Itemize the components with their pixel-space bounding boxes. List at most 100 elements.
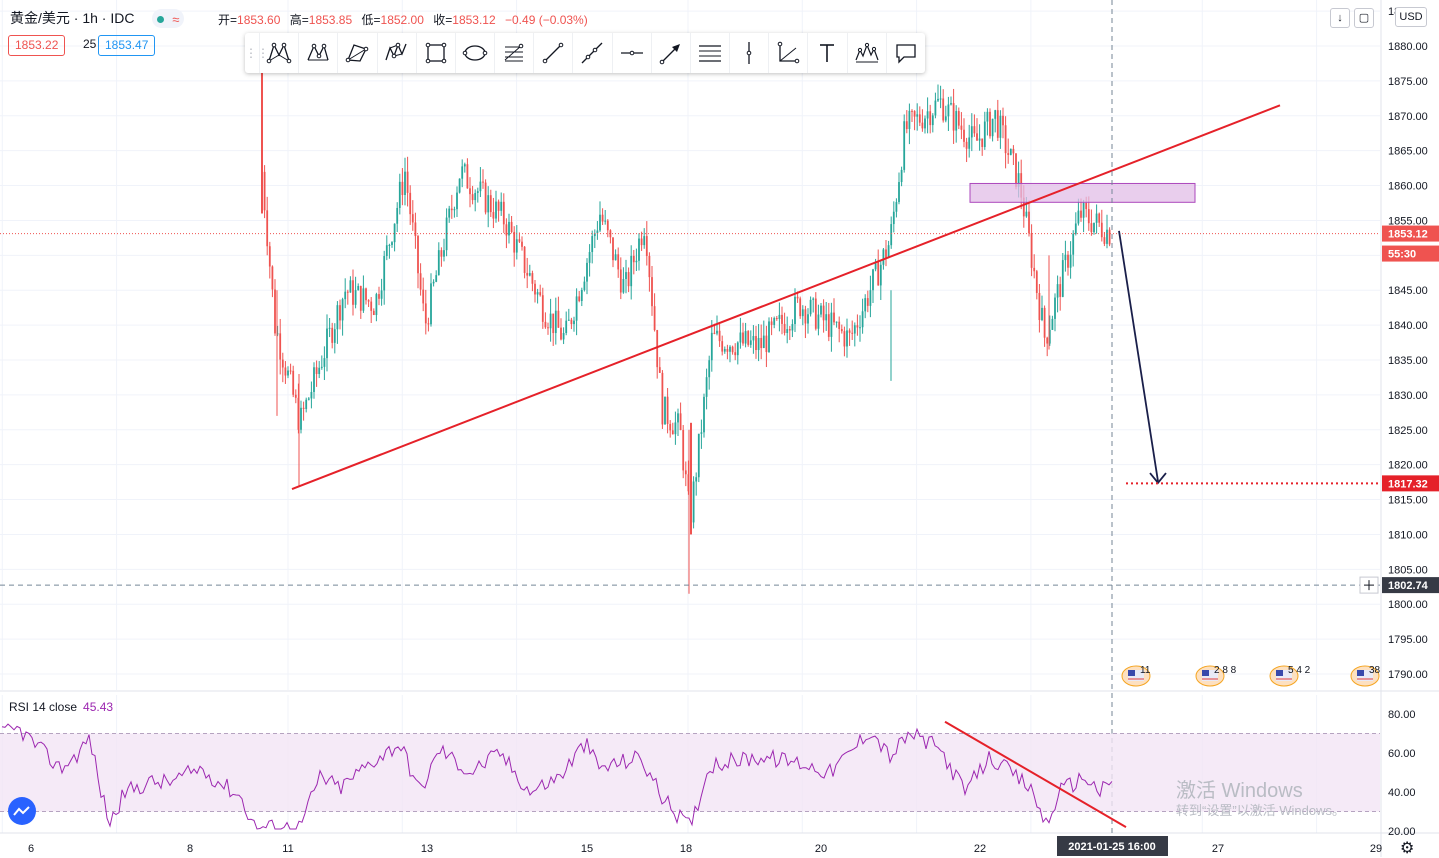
candle-body [1051, 318, 1054, 330]
candle-body [268, 246, 271, 267]
candle-body [388, 244, 391, 246]
gear-icon[interactable]: ⚙ [1400, 840, 1415, 857]
low-key: 低= [361, 13, 381, 27]
currency-badge[interactable]: USD [1395, 7, 1427, 27]
candle-body [994, 110, 997, 119]
candle-body [536, 292, 539, 295]
candle-body [266, 210, 269, 247]
time-tick-label: 18 [680, 843, 692, 855]
candle-body [879, 264, 882, 286]
candle-body [703, 396, 705, 433]
ascending-trend-line [291, 104, 1281, 491]
angle-icon[interactable] [768, 33, 807, 73]
time-tick-label: 11 [282, 843, 293, 855]
time-tick-label: 15 [581, 843, 593, 855]
elliott-wave-icon[interactable] [846, 33, 886, 73]
callout-icon[interactable] [885, 33, 925, 73]
candle-body [833, 312, 835, 323]
candle-body [474, 192, 477, 201]
xabcd-pattern-icon[interactable] [259, 33, 298, 73]
candle-body [1056, 284, 1059, 298]
market-status[interactable]: ≈ [152, 9, 185, 28]
event-count: 11 [1140, 665, 1151, 676]
resistance-zone-rect [969, 182, 1196, 203]
candle-body [643, 236, 646, 246]
economic-event-flag-icon[interactable]: 11 [1121, 665, 1151, 687]
candle-body [1048, 329, 1051, 344]
rsi-tick-label: 20.00 [1388, 826, 1416, 838]
tradingview-logo-icon[interactable] [8, 797, 36, 825]
fib-icon[interactable] [494, 33, 533, 73]
candle-body [406, 171, 409, 193]
rsi-divergence-line [944, 720, 1127, 828]
toolbar-grip-icon[interactable]: ⋮⋮ [245, 46, 269, 60]
candle-body [562, 333, 565, 340]
us-flag-field [1202, 670, 1218, 681]
text-icon[interactable] [807, 33, 846, 73]
candle-body [869, 290, 872, 306]
candle-body [1002, 115, 1004, 126]
candle-body [671, 430, 674, 435]
trend-line-icon[interactable] [533, 33, 572, 73]
time-tick-label: 13 [421, 843, 433, 855]
candle-body [593, 233, 596, 237]
candle-body [895, 202, 898, 212]
rsi-legend[interactable]: RSI 14 close 45.43 [9, 700, 113, 714]
candle-body [1069, 254, 1072, 268]
candle-body [315, 367, 318, 375]
candlesticks [261, 46, 1111, 594]
candle-body [378, 294, 380, 299]
horizontal-line-icon[interactable] [611, 33, 651, 73]
arrow-icon[interactable] [650, 33, 690, 73]
ellipse-icon[interactable] [454, 33, 494, 73]
price-tick-label: 1790.00 [1388, 669, 1428, 681]
candle-body [882, 249, 885, 265]
price-tick-label: 1870.00 [1388, 111, 1428, 123]
candle-body [752, 336, 755, 341]
candle-body [1017, 173, 1020, 187]
candle-body [632, 255, 635, 263]
price-tick-label: 1845.00 [1388, 285, 1428, 297]
candle-body [482, 181, 484, 183]
three-drives-icon[interactable] [376, 33, 416, 73]
rectangle-icon[interactable] [415, 33, 455, 73]
symbol-header[interactable]: 黄金/美元 · 1h · IDC ≈ [10, 8, 185, 28]
time-tick-label: 22 [974, 843, 986, 855]
windows-activation-title: 激活 Windows [1176, 780, 1303, 802]
candle-body [427, 323, 430, 325]
time-axis: 6 8 11 13 15 18 20 22 27 29 [28, 843, 1382, 855]
economic-event-flag-icon[interactable]: 38 [1350, 665, 1381, 687]
candle-body [372, 310, 375, 316]
candle-body [1082, 202, 1085, 218]
candle-body [354, 290, 357, 305]
ray-icon[interactable] [572, 33, 611, 73]
symbol-title[interactable]: 黄金/美元 · 1h · IDC [10, 10, 135, 26]
candle-body [744, 331, 747, 344]
candle-body [666, 396, 669, 424]
buy-price-button[interactable]: 1853.47 [98, 35, 156, 56]
economic-event-flag-icon[interactable]: 2 8 8 [1195, 665, 1237, 687]
candle-body [370, 301, 373, 311]
candle-body [950, 103, 952, 105]
scroll-down-icon[interactable]: ↓ [1330, 8, 1350, 28]
cypher-pattern-icon[interactable] [298, 33, 337, 73]
candle-body [825, 314, 828, 321]
candle-body [1106, 229, 1108, 244]
windows-activation-hint: 转到“设置”以激活 Windows。 [1176, 803, 1346, 818]
candle-body [757, 337, 760, 351]
parallel-channel-icon[interactable] [689, 33, 729, 73]
target-price-label-text: 1817.32 [1388, 478, 1428, 490]
candle-body [487, 195, 490, 213]
candle-body [710, 332, 713, 361]
fullscreen-icon[interactable]: ▢ [1354, 8, 1374, 28]
abcd-pattern-icon[interactable] [337, 33, 376, 73]
economic-event-flag-icon[interactable]: 5 4 2 [1269, 665, 1311, 687]
add-alert-plus-icon[interactable] [1359, 576, 1379, 594]
sell-price-button[interactable]: 1853.22 [8, 35, 66, 56]
vertical-line-icon[interactable] [729, 33, 768, 73]
rsi-pane: 80.00 60.00 40.00 20.00 [0, 709, 1416, 838]
candle-body [591, 236, 594, 253]
candle-body [817, 314, 820, 329]
candle-body [575, 296, 578, 321]
